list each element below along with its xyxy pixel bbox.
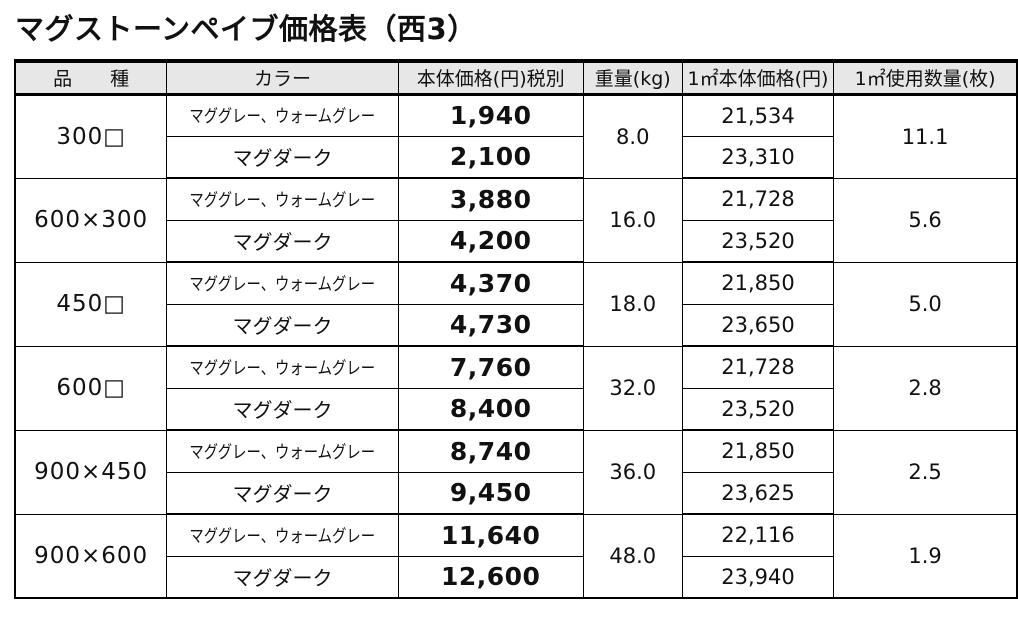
price-cell: 4,200 <box>397 219 584 263</box>
product-cell: 600□ <box>14 345 168 431</box>
qty-cell: 5.0 <box>833 261 1018 347</box>
product-row-top: 900×600 マググレー、ウォームグレー 11,640 48.0 22,116 1.9 <box>14 513 1018 599</box>
price-cell: 4,370 <box>397 261 584 305</box>
color-cell: マグダーク <box>166 219 399 263</box>
sqm-price-cell: 23,520 <box>681 387 835 431</box>
product-cell: 900×450 <box>14 429 168 515</box>
price-cell: 8,740 <box>397 429 584 473</box>
product-cell: 300□ <box>14 93 168 179</box>
qty-cell: 11.1 <box>833 93 1018 179</box>
color-cell: マグダーク <box>166 135 399 179</box>
column-header-sqm-qty: 1㎡使用数量(枚) <box>833 59 1018 96</box>
color-label: マググレー、ウォームグレー <box>189 274 376 295</box>
page-title: マグストーンペイブ価格表（西3） <box>15 12 477 46</box>
sqm-price-cell: 21,728 <box>681 345 835 389</box>
weight-cell: 18.0 <box>582 261 683 347</box>
color-label: マググレー、ウォームグレー <box>189 526 376 547</box>
price-cell: 4,730 <box>397 303 584 347</box>
color-label: マググレー、ウォームグレー <box>189 442 376 463</box>
weight-cell: 32.0 <box>582 345 683 431</box>
product-row-top: 900×450 マググレー、ウォームグレー 8,740 36.0 21,850 2.5 <box>14 429 1018 515</box>
product-row-bottom: マグダーク 9,450 23,625 <box>15 471 1017 515</box>
sqm-price-cell: 23,310 <box>681 135 835 179</box>
qty-cell: 2.8 <box>833 345 1018 431</box>
product-row-top: 600×300 マググレー、ウォームグレー 3,880 16.0 21,728 5.6 <box>14 177 1018 263</box>
product-row-bottom: マグダーク 12,600 23,940 <box>15 555 1017 599</box>
price-cell: 8,400 <box>397 387 584 431</box>
product-row-bottom: マグダーク 2,100 23,310 <box>15 135 1017 179</box>
sqm-price-cell: 21,534 <box>681 93 835 137</box>
product-cell: 900×600 <box>14 513 168 599</box>
product-row-bottom: マグダーク 8,400 23,520 <box>15 387 1017 431</box>
product-row-bottom: マグダーク 4,730 23,650 <box>15 303 1017 347</box>
color-cell: マググレー、ウォームグレー <box>166 261 399 305</box>
weight-cell: 36.0 <box>582 429 683 515</box>
sqm-price-cell: 23,625 <box>681 471 835 515</box>
column-header-sqm-price: 1㎡本体価格(円) <box>681 59 835 96</box>
sqm-price-cell: 23,650 <box>681 303 835 347</box>
product-row-bottom: マグダーク 4,200 23,520 <box>15 219 1017 263</box>
table-body: 300□ マググレー、ウォームグレー 1,940 8.0 21,534 11.1 マグダーク… <box>14 93 1018 599</box>
color-label: マググレー、ウォームグレー <box>189 190 376 211</box>
qty-cell: 1.9 <box>833 513 1018 599</box>
color-cell: マググレー、ウォームグレー <box>166 93 399 137</box>
sqm-price-cell: 21,850 <box>681 429 835 473</box>
sqm-price-cell: 23,520 <box>681 219 835 263</box>
price-cell: 1,940 <box>397 93 584 137</box>
sqm-price-cell: 21,850 <box>681 261 835 305</box>
column-header-price: 本体価格(円)税別 <box>397 59 584 96</box>
color-cell: マググレー、ウォームグレー <box>166 345 399 389</box>
qty-cell: 2.5 <box>833 429 1018 515</box>
color-cell: マグダーク <box>166 387 399 431</box>
color-cell: マググレー、ウォームグレー <box>166 513 399 557</box>
table-header-row: 品 種 カラー 本体価格(円)税別 重量(kg) 1㎡本体価格(円) 1㎡使用数… <box>14 59 1018 96</box>
color-cell: マグダーク <box>166 303 399 347</box>
column-header-color: カラー <box>166 59 399 96</box>
product-cell: 450□ <box>14 261 168 347</box>
sqm-price-cell: 23,940 <box>681 555 835 599</box>
weight-cell: 16.0 <box>582 177 683 263</box>
color-label: マググレー、ウォームグレー <box>189 107 376 127</box>
price-cell: 7,760 <box>397 345 584 389</box>
price-cell: 3,880 <box>397 177 584 221</box>
sqm-price-cell: 22,116 <box>681 513 835 557</box>
color-cell: マググレー、ウォームグレー <box>166 429 399 473</box>
product-row-top: 600□ マググレー、ウォームグレー 7,760 32.0 21,728 2.8 <box>14 345 1018 431</box>
color-label: マググレー、ウォームグレー <box>189 358 376 379</box>
price-cell: 2,100 <box>397 135 584 179</box>
column-header-product: 品 種 <box>14 59 168 96</box>
qty-cell: 5.6 <box>833 177 1018 263</box>
price-table: 品 種 カラー 本体価格(円)税別 重量(kg) 1㎡本体価格(円) 1㎡使用数… <box>14 59 1018 599</box>
weight-cell: 48.0 <box>582 513 683 599</box>
color-cell: マグダーク <box>166 471 399 515</box>
product-row-top: 300□ マググレー、ウォームグレー 1,940 8.0 21,534 11.1 <box>14 93 1018 179</box>
price-cell: 9,450 <box>397 471 584 515</box>
product-cell: 600×300 <box>14 177 168 263</box>
price-cell: 11,640 <box>397 513 584 557</box>
color-cell: マグダーク <box>166 555 399 599</box>
product-row-top: 450□ マググレー、ウォームグレー 4,370 18.0 21,850 5.0 <box>14 261 1018 347</box>
weight-cell: 8.0 <box>582 93 683 179</box>
sqm-price-cell: 21,728 <box>681 177 835 221</box>
column-header-weight: 重量(kg) <box>582 59 683 96</box>
price-cell: 12,600 <box>397 555 584 599</box>
color-cell: マググレー、ウォームグレー <box>166 177 399 221</box>
